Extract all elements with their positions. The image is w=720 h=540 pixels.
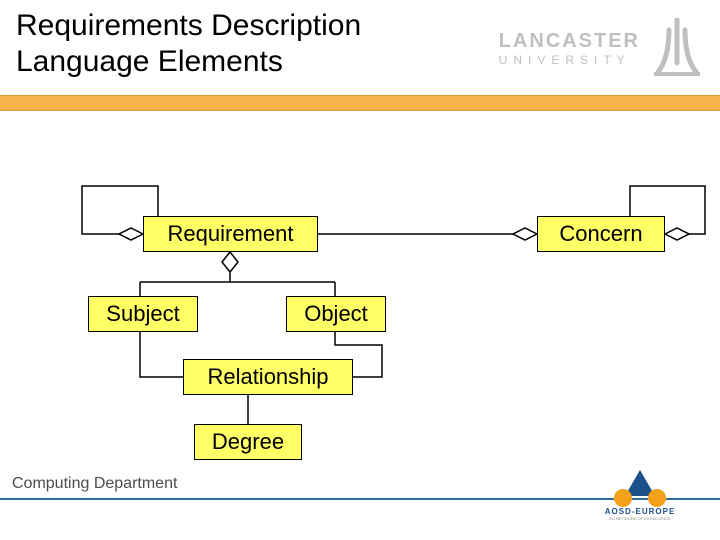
node-requirement-label: Requirement bbox=[168, 221, 294, 246]
footer-logo: AOSD-EUROPE EU NETWORK OF EXCELLENCE bbox=[580, 468, 700, 525]
diagram-edges bbox=[0, 0, 720, 540]
node-subject-label: Subject bbox=[106, 301, 179, 326]
node-requirement: Requirement bbox=[143, 216, 318, 252]
node-concern: Concern bbox=[537, 216, 665, 252]
aosd-logo-icon: AOSD-EUROPE EU NETWORK OF EXCELLENCE bbox=[580, 468, 700, 520]
node-relationship: Relationship bbox=[183, 359, 353, 395]
svg-text:AOSD-EUROPE: AOSD-EUROPE bbox=[605, 507, 676, 516]
node-object-label: Object bbox=[304, 301, 368, 326]
node-degree: Degree bbox=[194, 424, 302, 460]
node-relationship-label: Relationship bbox=[207, 364, 328, 389]
node-concern-label: Concern bbox=[559, 221, 642, 246]
node-object: Object bbox=[286, 296, 386, 332]
footer-text: Computing Department bbox=[12, 475, 177, 493]
svg-text:EU NETWORK OF EXCELLENCE: EU NETWORK OF EXCELLENCE bbox=[609, 516, 671, 520]
node-subject: Subject bbox=[88, 296, 198, 332]
node-degree-label: Degree bbox=[212, 429, 284, 454]
